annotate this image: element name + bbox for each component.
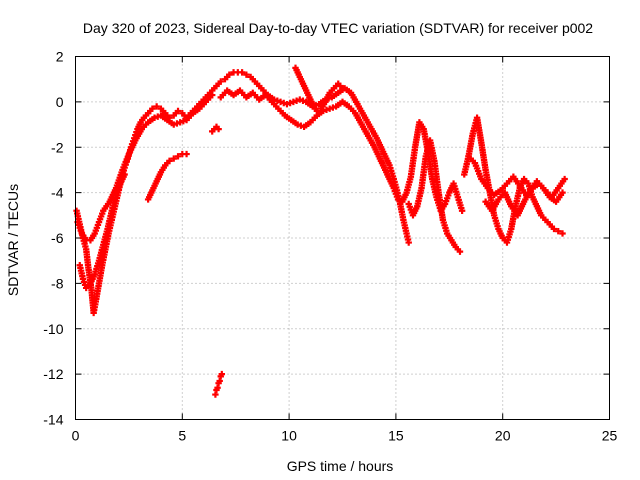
y-tick-label: -12 [43, 366, 63, 382]
y-tick-label: -10 [43, 321, 63, 337]
x-axis-label: GPS time / hours [287, 458, 394, 474]
data-point [339, 85, 346, 92]
data-point [555, 227, 562, 235]
y-tick-label: 2 [56, 49, 64, 65]
data-point [458, 207, 466, 214]
series-lower-top-band [217, 87, 402, 203]
series-right-cluster-1 [399, 119, 466, 214]
data-point [149, 105, 156, 112]
data-point [238, 69, 246, 76]
series-right-cluster-2 [405, 137, 464, 255]
y-tick-label: -6 [51, 230, 64, 246]
data-point [394, 196, 402, 203]
y-tick-label: -8 [51, 275, 64, 291]
data-point [218, 370, 226, 378]
data-marks [73, 64, 568, 398]
data-point [153, 103, 160, 110]
series-right-cluster-5 [482, 178, 566, 219]
y-tick-label: -14 [43, 412, 63, 428]
series-mid-segment [144, 150, 190, 203]
data-point [243, 71, 250, 78]
y-axis-label: SDTVAR / TECUs [5, 184, 21, 296]
x-tick-label: 25 [602, 428, 618, 444]
data-point [313, 107, 321, 115]
data-point [226, 71, 233, 78]
series-isolated-6.5 [209, 123, 222, 135]
y-tick-label: 0 [56, 94, 64, 110]
data-point [215, 125, 222, 133]
data-point [183, 150, 190, 158]
data-point [561, 175, 568, 183]
series-upper-left-branch [74, 91, 216, 244]
data-point [170, 155, 177, 162]
series-peak-at-10.3 [292, 64, 346, 115]
y-tick-label: -2 [51, 139, 64, 155]
data-point [166, 157, 173, 165]
x-tick-label: 15 [388, 428, 404, 444]
data-point [550, 225, 558, 233]
plot-frame [75, 56, 610, 420]
x-tick-label: 5 [178, 428, 186, 444]
x-tick-label: 0 [72, 428, 80, 444]
data-point [209, 91, 216, 99]
x-tick-label: 10 [281, 428, 297, 444]
data-point [174, 153, 182, 160]
data-point [559, 189, 566, 196]
data-point [405, 239, 412, 246]
data-point [217, 78, 224, 85]
chart-title: Day 320 of 2023, Sidereal Day-to-day VTE… [83, 20, 593, 36]
y-tick-label: -4 [51, 185, 64, 201]
data-point [174, 107, 182, 115]
series-low-isolated [212, 370, 226, 398]
series-right-cluster-3 [461, 114, 566, 246]
x-tick-label: 20 [495, 428, 511, 444]
data-point [456, 248, 464, 255]
data-point [559, 230, 566, 237]
